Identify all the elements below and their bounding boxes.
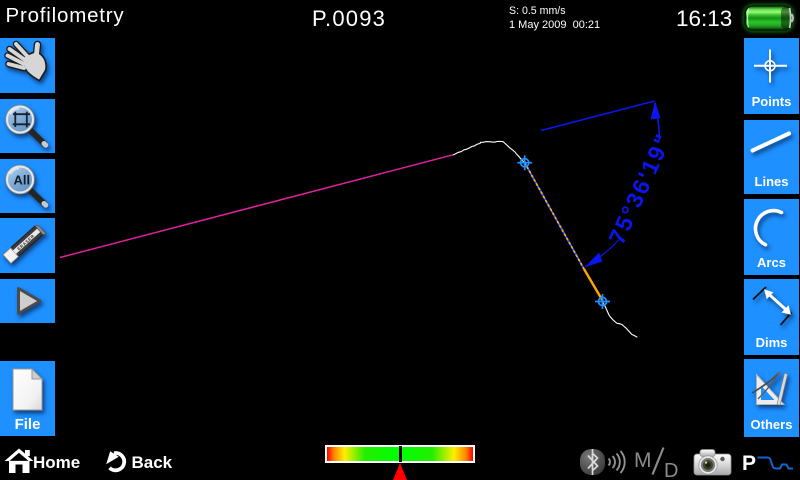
- svg-text:75°36'19": 75°36'19": [603, 129, 677, 248]
- svg-text:All: All: [14, 172, 31, 187]
